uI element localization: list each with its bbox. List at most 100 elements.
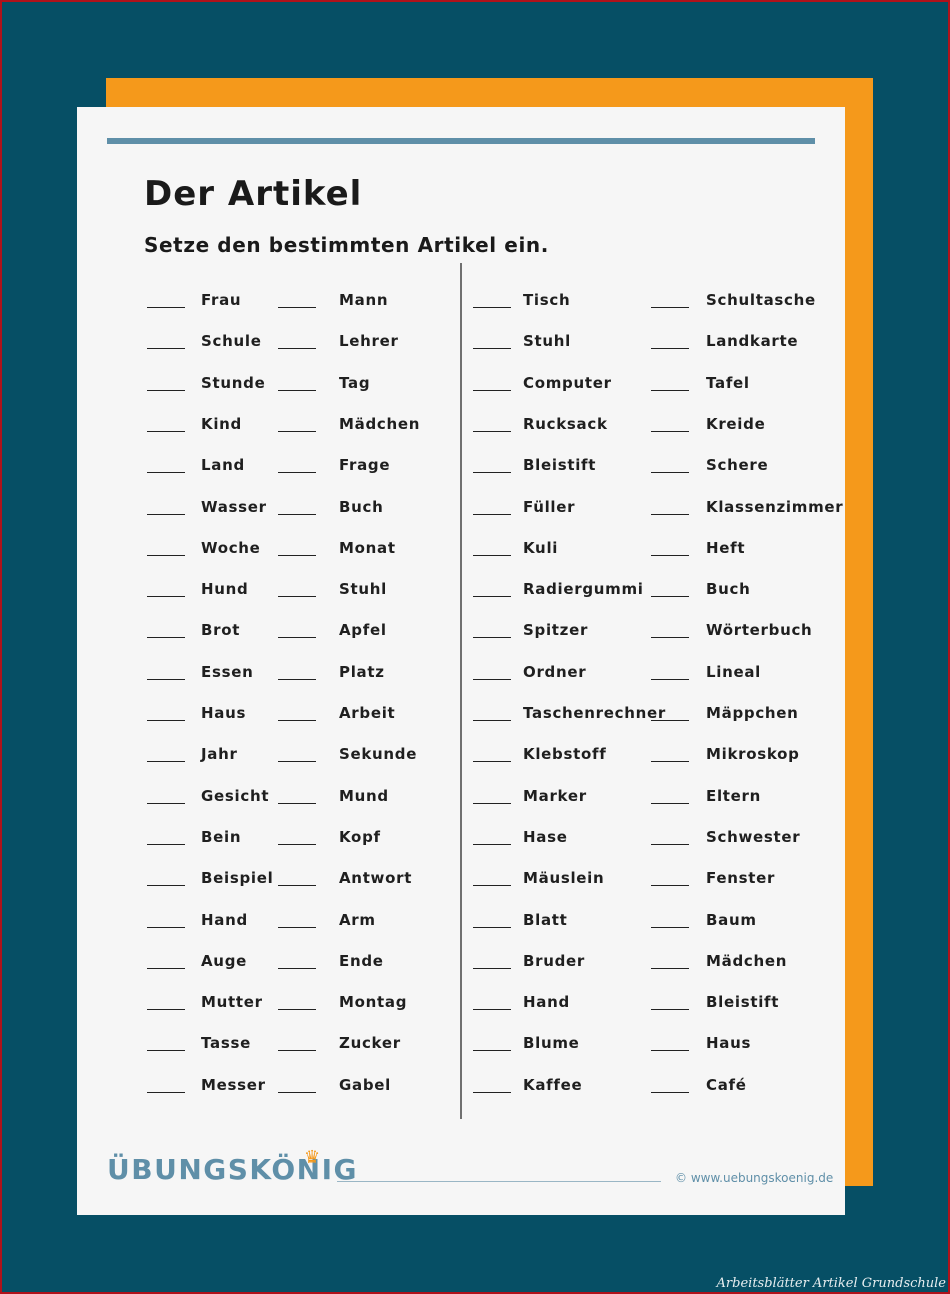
noun-word: Tasse <box>201 1034 251 1053</box>
article-blank-line[interactable] <box>278 884 316 887</box>
article-blank-line[interactable] <box>278 389 316 391</box>
noun-word: Baum <box>706 910 757 929</box>
article-blank-line[interactable] <box>147 595 185 598</box>
article-blank-line[interactable] <box>278 678 316 680</box>
article-blank-line[interactable] <box>278 760 316 763</box>
article-blank-line[interactable] <box>473 967 511 969</box>
article-blank-line[interactable] <box>147 513 185 515</box>
article-blank-line[interactable] <box>147 347 185 350</box>
noun-word: Fenster <box>706 869 776 888</box>
word-item: Mikroskop <box>651 745 799 765</box>
article-blank-line[interactable] <box>147 430 185 432</box>
article-blank-line[interactable] <box>651 1008 689 1011</box>
article-blank-line[interactable] <box>147 802 185 804</box>
article-blank-line[interactable] <box>278 1008 316 1011</box>
article-blank-line[interactable] <box>278 1091 316 1093</box>
article-blank-line[interactable] <box>473 389 511 391</box>
article-blank-line[interactable] <box>473 1049 511 1052</box>
article-blank-line[interactable] <box>278 595 316 598</box>
article-blank-line[interactable] <box>651 760 689 763</box>
article-blank-line[interactable] <box>147 843 185 845</box>
article-blank-line[interactable] <box>651 389 689 391</box>
article-blank-line[interactable] <box>651 1049 689 1052</box>
word-item: Woche <box>147 539 260 559</box>
article-blank-line[interactable] <box>147 760 185 763</box>
article-blank-line[interactable] <box>473 430 511 432</box>
article-blank-line[interactable] <box>278 347 316 350</box>
article-blank-line[interactable] <box>147 967 185 969</box>
article-blank-line[interactable] <box>473 926 511 928</box>
article-blank-line[interactable] <box>278 636 316 639</box>
article-blank-line[interactable] <box>651 719 689 721</box>
article-blank-line[interactable] <box>651 636 689 639</box>
noun-word: Monat <box>339 538 396 557</box>
article-blank-line[interactable] <box>651 430 689 432</box>
article-blank-line[interactable] <box>651 926 689 928</box>
article-blank-line[interactable] <box>651 802 689 804</box>
article-blank-line[interactable] <box>651 843 689 845</box>
noun-word: Gesicht <box>201 786 270 805</box>
article-blank-line[interactable] <box>473 1008 511 1011</box>
article-blank-line[interactable] <box>278 513 316 515</box>
article-blank-line[interactable] <box>147 884 185 887</box>
noun-word: Arbeit <box>339 704 396 722</box>
article-blank-line[interactable] <box>278 1049 316 1052</box>
word-item: Hund <box>147 580 248 600</box>
article-blank-line[interactable] <box>278 802 316 804</box>
article-blank-line[interactable] <box>147 1049 185 1052</box>
article-blank-line[interactable] <box>278 719 316 721</box>
noun-word: Haus <box>706 1034 752 1053</box>
article-blank-line[interactable] <box>473 595 511 598</box>
article-blank-line[interactable] <box>473 471 511 474</box>
article-blank-line[interactable] <box>147 636 185 639</box>
article-blank-line[interactable] <box>473 554 511 556</box>
word-item: Sekunde <box>278 745 416 765</box>
noun-word: Stuhl <box>339 580 387 599</box>
article-blank-line[interactable] <box>278 430 316 432</box>
noun-word: Stunde <box>201 373 266 392</box>
word-item: Platz <box>278 663 384 683</box>
article-blank-line[interactable] <box>278 926 316 928</box>
article-blank-line[interactable] <box>473 884 511 887</box>
article-blank-line[interactable] <box>473 306 511 308</box>
article-blank-line[interactable] <box>473 636 511 639</box>
article-blank-line[interactable] <box>473 678 511 680</box>
article-blank-line[interactable] <box>147 306 185 308</box>
article-blank-line[interactable] <box>147 471 185 474</box>
article-blank-line[interactable] <box>651 967 689 969</box>
article-blank-line[interactable] <box>473 719 511 721</box>
article-blank-line[interactable] <box>651 678 689 680</box>
article-blank-line[interactable] <box>651 513 689 515</box>
article-blank-line[interactable] <box>147 678 185 680</box>
article-blank-line[interactable] <box>473 1091 511 1093</box>
article-blank-line[interactable] <box>651 1091 689 1093</box>
noun-word: Stuhl <box>523 332 571 351</box>
noun-word: Klebstoff <box>523 745 607 764</box>
article-blank-line[interactable] <box>147 1091 185 1093</box>
word-item: Fenster <box>651 869 774 889</box>
article-blank-line[interactable] <box>278 843 316 845</box>
article-blank-line[interactable] <box>278 471 316 474</box>
article-blank-line[interactable] <box>651 471 689 474</box>
word-item: Haus <box>147 704 245 724</box>
article-blank-line[interactable] <box>147 1008 185 1011</box>
article-blank-line[interactable] <box>473 760 511 763</box>
article-blank-line[interactable] <box>473 347 511 350</box>
article-blank-line[interactable] <box>278 554 316 556</box>
article-blank-line[interactable] <box>651 347 689 350</box>
article-blank-line[interactable] <box>278 306 316 308</box>
word-item: Blatt <box>473 911 567 931</box>
article-blank-line[interactable] <box>473 513 511 515</box>
article-blank-line[interactable] <box>147 926 185 928</box>
article-blank-line[interactable] <box>278 967 316 969</box>
article-blank-line[interactable] <box>651 884 689 887</box>
noun-word: Landkarte <box>706 332 799 351</box>
article-blank-line[interactable] <box>473 802 511 804</box>
article-blank-line[interactable] <box>147 389 185 391</box>
article-blank-line[interactable] <box>147 554 185 556</box>
article-blank-line[interactable] <box>473 843 511 845</box>
article-blank-line[interactable] <box>651 595 689 598</box>
article-blank-line[interactable] <box>147 719 185 721</box>
article-blank-line[interactable] <box>651 554 689 556</box>
article-blank-line[interactable] <box>651 306 689 308</box>
